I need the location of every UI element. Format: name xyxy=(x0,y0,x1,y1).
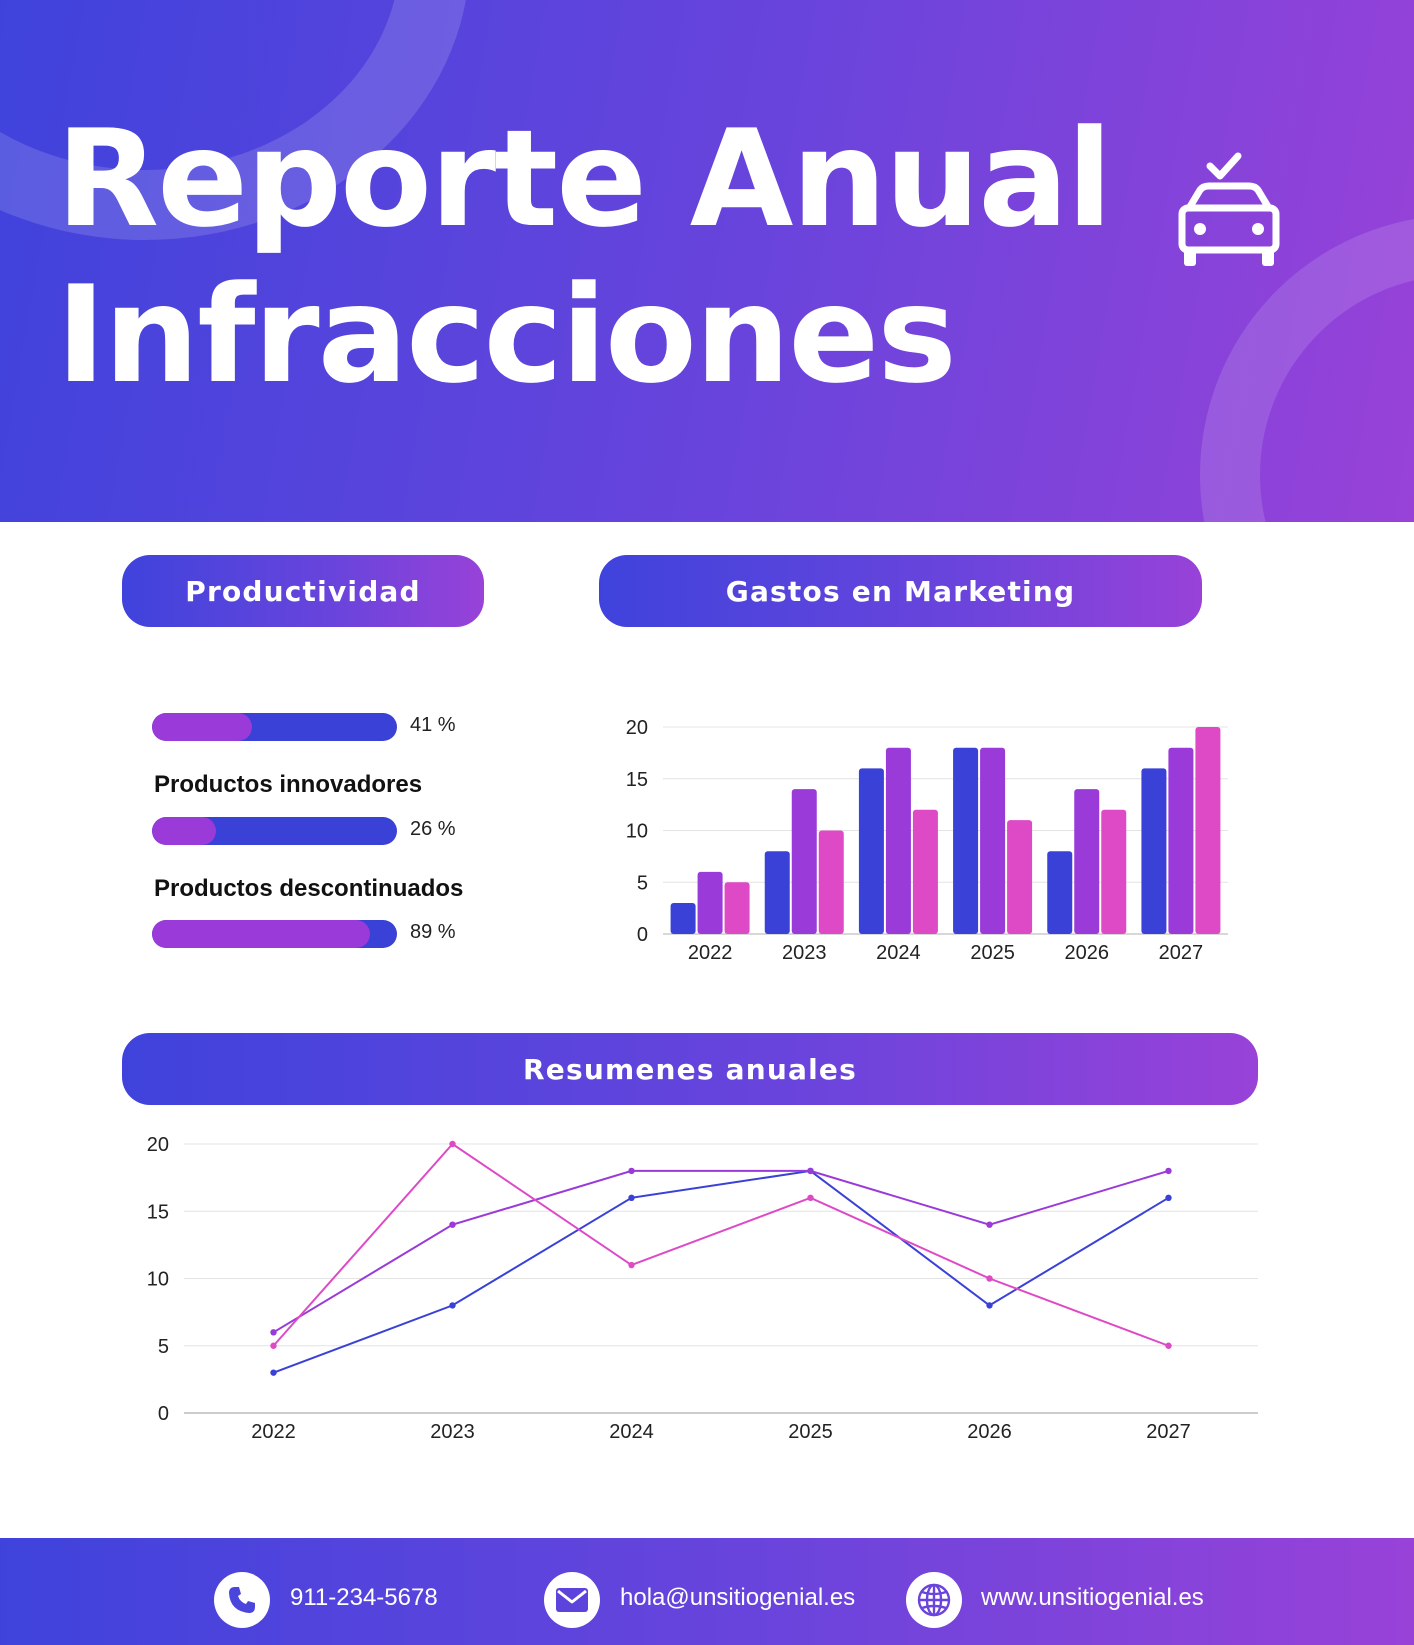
bar-2023-s1 xyxy=(764,851,790,934)
line-y-tick-label: 15 xyxy=(147,1201,169,1223)
progress-fill xyxy=(152,713,253,741)
line-x-tick-label: 2022 xyxy=(251,1421,296,1443)
bar-x-tick-label: 2022 xyxy=(688,942,733,964)
bar-y-tick-label: 15 xyxy=(626,769,648,791)
line-x-tick-label: 2027 xyxy=(1146,1421,1191,1443)
section-title-productivity: Productividad xyxy=(122,555,484,627)
bar-x-tick-label: 2025 xyxy=(970,942,1015,964)
header-banner: Reporte Anual Infracciones xyxy=(0,0,1414,522)
line-point-2027-s3 xyxy=(1165,1342,1172,1349)
line-point-2026-s2 xyxy=(986,1221,993,1228)
progress-row-2: 26 % xyxy=(152,817,472,845)
line-series-1 xyxy=(273,1169,1170,1374)
bar-2027-s3 xyxy=(1195,727,1221,934)
line-point-2024-s3 xyxy=(628,1261,635,1269)
bar-2022-s2 xyxy=(697,871,723,934)
bar-2025-s2 xyxy=(980,747,1006,934)
line-point-2026-s1 xyxy=(986,1302,993,1309)
bar-y-tick-label: 10 xyxy=(626,821,648,843)
bar-2024-s1 xyxy=(858,768,884,934)
line-x-tick-label: 2025 xyxy=(788,1421,833,1443)
bar-x-tick-label: 2023 xyxy=(782,942,827,964)
progress-track xyxy=(152,713,397,741)
bar-x-tick-label: 2026 xyxy=(1065,942,1110,964)
page-title-line-1: Reporte Anual xyxy=(56,101,1113,257)
line-point-2025-s3 xyxy=(807,1194,814,1202)
phone-icon xyxy=(214,1572,270,1628)
bar-2025-s3 xyxy=(1007,820,1033,934)
section-title-marketing: Gastos en Marketing xyxy=(599,555,1202,627)
bar-2027-s1 xyxy=(1141,768,1167,934)
line-point-2027-s1 xyxy=(1165,1194,1172,1202)
bar-2025-s1 xyxy=(953,747,979,934)
globe-icon xyxy=(906,1572,962,1628)
bar-x-tick-label: 2024 xyxy=(876,942,921,964)
bar-2022-s1 xyxy=(670,902,696,934)
bar-2024-s3 xyxy=(912,809,938,934)
line-point-2022-s1 xyxy=(270,1369,277,1376)
line-point-2027-s2 xyxy=(1165,1167,1172,1175)
progress-track xyxy=(152,817,397,845)
line-x-tick-label: 2026 xyxy=(967,1421,1012,1443)
progress-fill xyxy=(152,817,216,845)
bar-2022-s3 xyxy=(724,882,750,934)
progress-row-3: 89 % xyxy=(152,920,472,948)
progress-row-1: 41 % xyxy=(152,713,472,741)
line-point-2022-s2 xyxy=(270,1329,277,1336)
line-series-3 xyxy=(272,1142,1169,1347)
line-x-tick-label: 2023 xyxy=(430,1421,475,1443)
progress-percent: 26 % xyxy=(410,818,456,840)
progress-percent: 41 % xyxy=(410,714,456,736)
line-y-tick-label: 10 xyxy=(147,1269,169,1291)
line-point-2023-s1 xyxy=(449,1302,456,1309)
car-check-icon xyxy=(1178,152,1280,266)
line-point-2024-s2 xyxy=(628,1167,635,1175)
section-title-summaries: Resumenes anuales xyxy=(122,1033,1258,1105)
bar-2026-s2 xyxy=(1074,789,1100,934)
progress-percent: 89 % xyxy=(410,921,456,943)
line-x-tick-label: 2024 xyxy=(609,1421,654,1443)
line-series-2 xyxy=(272,1169,1169,1334)
bar-chart-marketing: 0 5 10 15 20 2022 2023 2024 2025 2026 2027 xyxy=(626,717,1228,964)
bar-y-tick-label: 5 xyxy=(637,872,648,894)
contact-email[interactable]: hola@unsitiogenial.es xyxy=(620,1584,856,1611)
line-point-2025-s2 xyxy=(807,1167,814,1175)
progress-label: Productos descontinuados xyxy=(154,875,464,902)
contact-website[interactable]: www.unsitiogenial.es xyxy=(981,1584,1204,1611)
line-y-tick-label: 5 xyxy=(158,1336,169,1358)
line-point-2022-s3 xyxy=(270,1342,277,1349)
bar-y-tick-label: 20 xyxy=(626,717,648,739)
line-y-tick-label: 0 xyxy=(158,1403,169,1425)
bar-y-tick-label: 0 xyxy=(637,924,648,946)
line-y-tick-label: 20 xyxy=(147,1134,169,1156)
page-title-line-2: Infracciones xyxy=(56,257,957,413)
bar-2023-s3 xyxy=(818,830,844,934)
mail-icon xyxy=(544,1572,600,1628)
bar-2024-s2 xyxy=(885,747,911,934)
bar-x-tick-label: 2027 xyxy=(1159,942,1204,964)
line-point-2023-s2 xyxy=(449,1221,456,1228)
contact-phone[interactable]: 911-234-5678 xyxy=(290,1584,438,1611)
line-point-2023-s3 xyxy=(449,1140,456,1148)
line-chart-summaries: 0 5 10 15 20 2022 2023 2024 2025 2026 2027 xyxy=(147,1134,1258,1443)
progress-label: Productos innovadores xyxy=(154,771,423,798)
progress-track xyxy=(152,920,397,948)
bar-2023-s2 xyxy=(791,789,817,934)
bar-2026-s1 xyxy=(1047,851,1073,934)
line-point-2024-s1 xyxy=(628,1194,635,1202)
progress-fill xyxy=(152,920,371,948)
bar-2027-s2 xyxy=(1168,747,1194,934)
bar-2026-s3 xyxy=(1101,809,1127,934)
line-point-2026-s3 xyxy=(986,1275,993,1282)
